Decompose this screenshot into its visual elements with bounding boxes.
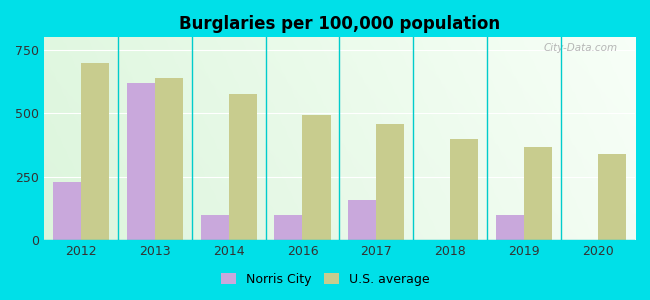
Bar (127, 83, 155, 240)
Bar (376, 124, 404, 240)
Bar (524, 147, 552, 240)
Bar (598, 154, 626, 240)
Bar (496, 215, 524, 240)
Text: City-Data.com: City-Data.com (543, 44, 618, 53)
Bar (302, 115, 331, 240)
Legend: Norris City, U.S. average: Norris City, U.S. average (216, 268, 434, 291)
Bar (229, 94, 257, 240)
Bar (53, 182, 81, 240)
Bar (200, 215, 229, 240)
Bar (348, 200, 376, 240)
Title: Burglaries per 100,000 population: Burglaries per 100,000 population (179, 15, 500, 33)
Bar (274, 215, 302, 240)
Bar (450, 139, 478, 240)
Bar (155, 78, 183, 240)
Bar (81, 63, 109, 240)
